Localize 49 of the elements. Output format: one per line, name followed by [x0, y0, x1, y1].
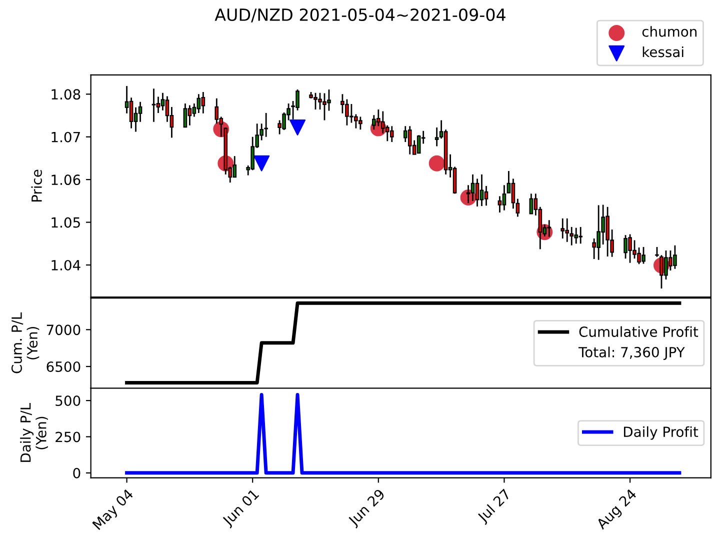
candlestick	[484, 185, 488, 206]
candlestick	[529, 192, 534, 214]
candlestick	[480, 174, 484, 207]
y-tick-label: 6500	[46, 361, 80, 372]
y-tick-label: 1.08	[52, 89, 80, 100]
candlestick	[196, 93, 201, 114]
y-tick-label: 7000	[46, 324, 80, 336]
candlestick	[416, 134, 421, 154]
annotation: Total: 7,360 JPY	[578, 346, 685, 360]
legend-label: Daily Profit	[624, 426, 698, 440]
candlestick	[152, 88, 156, 123]
candlestick	[560, 218, 565, 240]
legend-label: kessai	[642, 46, 684, 58]
y-tick-label: 1.07	[52, 132, 80, 142]
y-tick-label: 1.06	[52, 174, 80, 186]
x-tick-label: Jun 01	[221, 488, 262, 528]
point	[254, 155, 270, 172]
candlestick	[470, 174, 475, 202]
y-axis-title: Price	[31, 170, 42, 202]
candlestick	[498, 196, 502, 214]
y-axis-title: Cum. P/L (Yen)	[11, 312, 40, 374]
candlestick	[655, 246, 659, 258]
candlestick	[502, 184, 506, 212]
x-tick-label: Jul 27	[476, 488, 513, 525]
chart-title: AUD/NZD 2021-05-04~2021-09-04	[214, 8, 506, 22]
candlestick	[188, 104, 192, 126]
candlestick	[434, 126, 439, 147]
candlestick	[183, 102, 188, 128]
candlestick	[511, 178, 516, 210]
legend-label: Cumulative Profit	[579, 326, 698, 338]
candlestick	[214, 98, 219, 124]
candlestick	[475, 178, 480, 208]
legend-label: chumon	[642, 26, 697, 37]
candlestick	[129, 96, 134, 130]
candlestick	[516, 198, 520, 218]
candlestick	[547, 219, 552, 238]
y-tick-label: 0	[73, 468, 80, 478]
x-tick-label: Jun 29	[347, 488, 388, 528]
y-tick-label: 250	[56, 432, 80, 442]
y-axis-title: Daily P/L (Yen)	[20, 402, 48, 462]
candlestick	[201, 91, 206, 114]
y-tick-label: 500	[56, 396, 80, 406]
candlestick	[138, 101, 142, 123]
point	[290, 119, 306, 136]
y-tick-label: 1.04	[52, 260, 80, 270]
point	[428, 155, 445, 172]
y-tick-label: 1.05	[52, 217, 80, 228]
candlestick	[156, 96, 160, 114]
candlestick	[390, 125, 394, 143]
